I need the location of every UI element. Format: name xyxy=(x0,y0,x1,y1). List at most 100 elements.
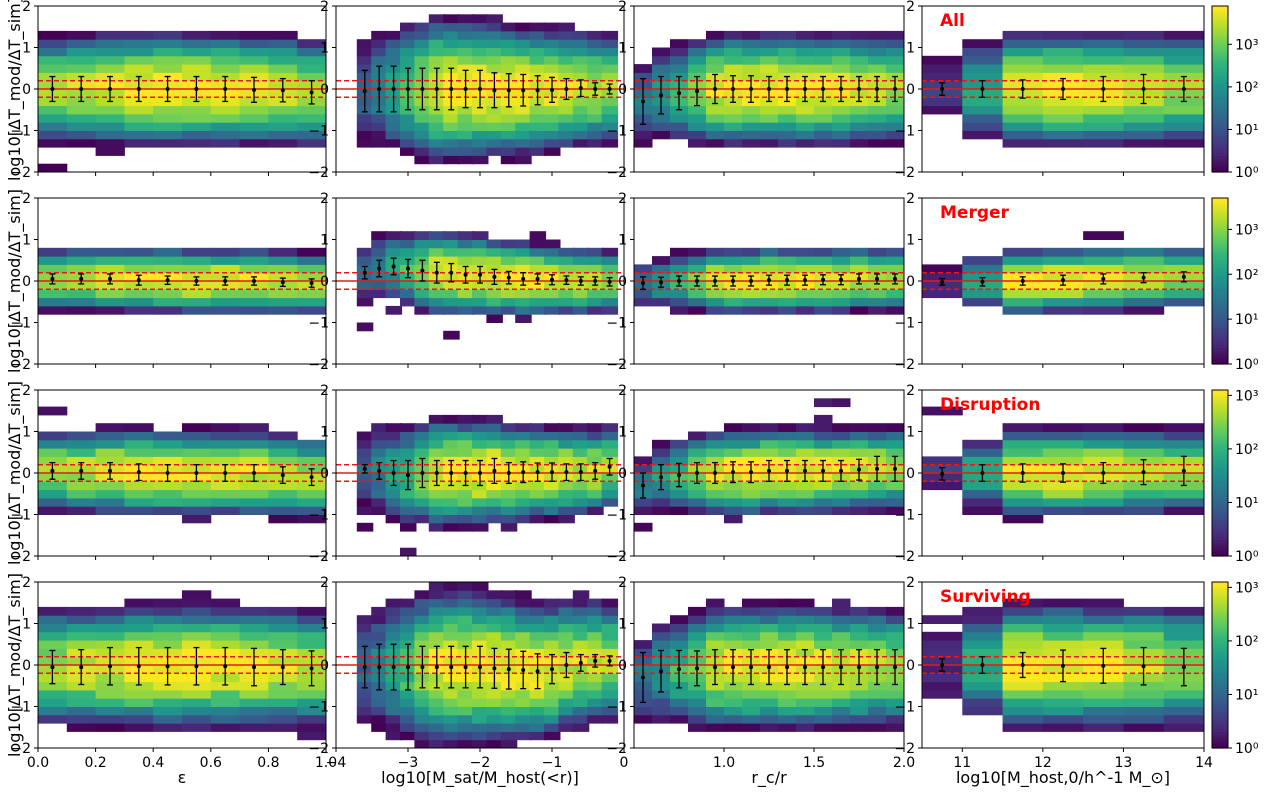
colorbar-segment xyxy=(1212,30,1228,35)
median-point xyxy=(564,470,569,475)
heatmap-cell xyxy=(268,689,298,699)
colorbar-segment xyxy=(1212,25,1228,29)
y-tick-label: 0 xyxy=(906,658,915,674)
median-point xyxy=(108,468,112,473)
heatmap-cell xyxy=(239,698,269,707)
heatmap-cell xyxy=(182,514,212,524)
heatmap-cell xyxy=(572,673,590,683)
heatmap-cell xyxy=(850,39,869,48)
heatmap-cell xyxy=(572,631,590,641)
heatmap-cell xyxy=(544,689,561,699)
heatmap-cell xyxy=(688,55,707,65)
heatmap-cell xyxy=(634,714,653,724)
heatmap-cell xyxy=(66,281,97,290)
heatmap-cell xyxy=(529,138,547,148)
heatmap-cell xyxy=(1042,640,1084,649)
heatmap-cell xyxy=(832,723,851,732)
heatmap-cell xyxy=(601,473,619,482)
heatmap-cell xyxy=(544,623,561,633)
colorbar-segment xyxy=(1212,344,1228,348)
heatmap-cell xyxy=(850,606,869,616)
heatmap-cell xyxy=(832,39,851,48)
error-bar xyxy=(658,464,664,491)
heatmap-cell xyxy=(706,113,725,123)
median-point xyxy=(839,87,843,91)
heatmap-cell xyxy=(962,122,1004,131)
heatmap-cell xyxy=(868,631,887,641)
heatmap-cell xyxy=(182,698,212,707)
heatmap-cell xyxy=(529,130,547,140)
error-bar xyxy=(222,75,229,103)
heatmap-cell xyxy=(124,456,154,466)
heatmap-cell xyxy=(500,631,518,641)
heatmap-cell xyxy=(796,714,815,724)
heatmap-cell xyxy=(670,506,689,515)
colorbar-segment xyxy=(1212,330,1228,335)
heatmap-cell xyxy=(385,723,403,732)
heatmap-cell xyxy=(922,289,963,299)
heatmap-cell xyxy=(544,39,561,48)
colorbar-segment xyxy=(1212,428,1228,433)
heatmap-cell xyxy=(962,113,1004,123)
heatmap-cell xyxy=(1123,615,1165,624)
heatmap-cell xyxy=(268,55,298,65)
x-axis-label: log10[M_sat/M_host(<r)] xyxy=(381,768,579,788)
heatmap-cell xyxy=(814,39,833,48)
heatmap-cell xyxy=(652,297,671,307)
heatmap-cell xyxy=(153,47,183,57)
heatmap-cell xyxy=(428,497,446,507)
heatmap-cell xyxy=(760,489,779,499)
heatmap-cell xyxy=(1123,47,1165,57)
heatmap-cell xyxy=(1002,481,1044,491)
colorbar-segment xyxy=(1212,531,1228,535)
heatmap-cell xyxy=(1002,514,1044,524)
colorbar-segment xyxy=(1212,461,1228,466)
heatmap-cell xyxy=(457,598,475,608)
heatmap-cell xyxy=(558,615,575,624)
heatmap-cell xyxy=(587,489,604,499)
heatmap-cell xyxy=(38,698,68,707)
heatmap-cell xyxy=(38,606,68,616)
heatmap-cell xyxy=(182,615,212,624)
colorbar-segment xyxy=(1212,94,1228,98)
heatmap-cell xyxy=(706,481,725,491)
heatmap-cell xyxy=(371,497,388,507)
heatmap-cell xyxy=(400,39,417,48)
heatmap-cell xyxy=(210,689,241,699)
median-point xyxy=(713,665,717,670)
colorbar-segment xyxy=(1212,706,1228,710)
heatmap-cell xyxy=(587,97,604,107)
colorbar-segment xyxy=(1212,584,1228,589)
heatmap-cell xyxy=(1083,138,1124,148)
colorbar-segment xyxy=(1212,217,1228,221)
heatmap-cell xyxy=(297,698,327,707)
colorbar-segment xyxy=(1212,420,1228,424)
heatmap-cell xyxy=(670,706,689,716)
heatmap-cell xyxy=(472,423,489,432)
heatmap-cell xyxy=(500,155,518,165)
error-bar xyxy=(164,75,171,103)
heatmap-cell xyxy=(486,47,503,57)
heatmap-cell xyxy=(1123,130,1165,140)
heatmap-cell xyxy=(239,448,269,457)
colorbar-segment xyxy=(1212,511,1228,516)
heatmap-cell xyxy=(760,439,779,449)
heatmap-cell xyxy=(886,247,905,257)
heatmap-cell xyxy=(472,714,489,724)
colorbar-segment xyxy=(1212,64,1228,68)
heatmap-cell xyxy=(1002,448,1044,457)
median-point xyxy=(434,87,439,91)
colorbar-segment xyxy=(1212,350,1228,354)
y-axis-label: log10[ΔT_mod/ΔT_sim] xyxy=(5,573,25,757)
heatmap-cell xyxy=(1083,448,1124,457)
heatmap-cell xyxy=(268,481,298,491)
heatmap-cell xyxy=(850,289,869,299)
heatmap-cell xyxy=(66,631,97,641)
heatmap-cell xyxy=(1163,448,1205,457)
heatmap-cell xyxy=(268,289,298,299)
heatmap-cell xyxy=(38,448,68,457)
heatmap-cell xyxy=(400,289,417,299)
colorbar-segment xyxy=(1212,406,1228,410)
median-point xyxy=(677,667,681,672)
heatmap-cell xyxy=(1002,631,1044,641)
